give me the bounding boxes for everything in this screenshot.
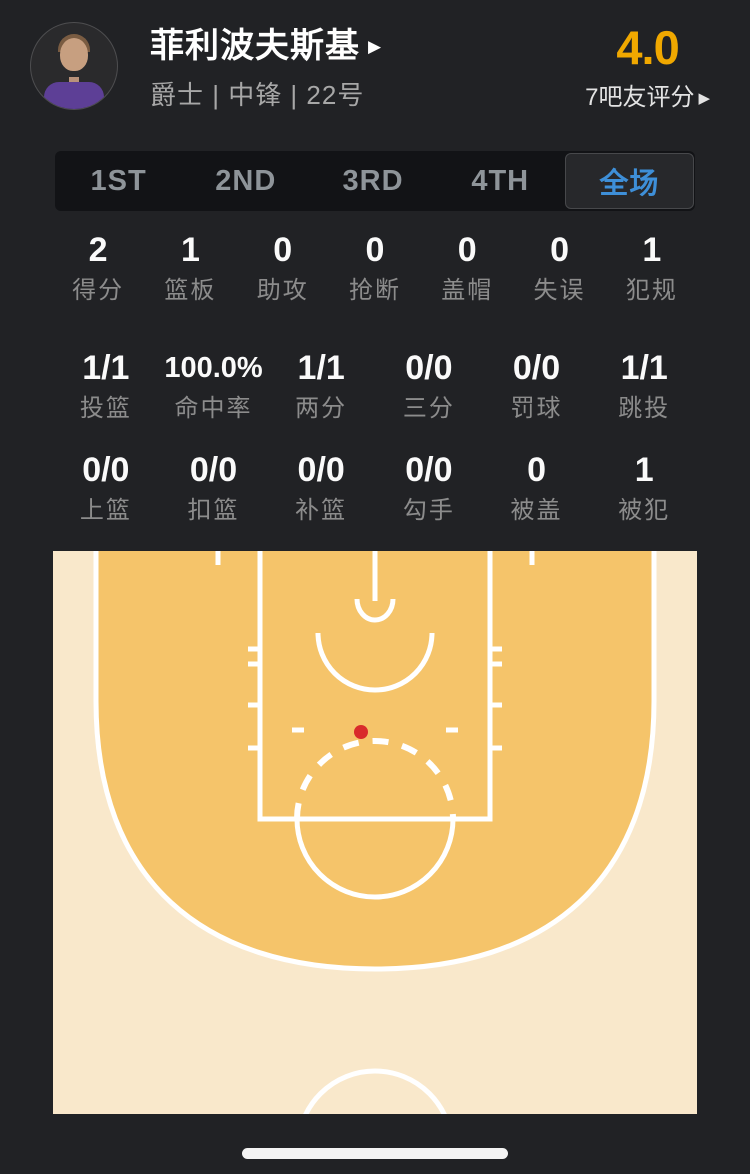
fan-rating-link[interactable]: 7吧友评分 ▶: [585, 84, 710, 112]
stats-row-shooting: 1/1 投篮 100.0% 命中率 1/1 两分 0/0 三分 0/0 罚球 1…: [0, 349, 750, 423]
home-indicator[interactable]: [242, 1148, 508, 1159]
three-point-line: [93, 551, 657, 972]
stat-value: 0/0: [297, 451, 345, 489]
quarter-tabbar: 1ST 2ND 3RD 4TH 全场: [55, 151, 695, 211]
stat-label: 扣篮: [187, 497, 240, 524]
stat-jump-shots: 1/1 跳投: [590, 349, 698, 423]
stat-two-pointers: 1/1 两分: [267, 349, 375, 423]
stat-value: 0/0: [405, 349, 453, 387]
stats-row-detail: 0/0 上篮 0/0 扣篮 0/0 补篮 0/0 勾手 0 被盖 1 被犯: [0, 451, 750, 525]
stat-label: 勾手: [402, 497, 455, 524]
fan-rating-caption: 7吧友评分: [585, 84, 695, 111]
stat-label: 篮板: [164, 277, 217, 304]
stat-value: 0: [527, 451, 546, 489]
stat-value: 0/0: [512, 349, 561, 387]
shot-marker: [354, 725, 368, 739]
stat-shots-blocked-against: 0 被盖: [483, 451, 591, 525]
stat-putbacks: 0/0 补篮: [267, 451, 375, 525]
stat-label: 命中率: [174, 395, 253, 422]
free-throw-circle-dashed: [294, 738, 456, 820]
stat-value: 1/1: [82, 349, 130, 387]
baseline-hash-marks: [215, 551, 535, 565]
stat-label: 两分: [295, 395, 348, 422]
stat-fg-pct: 100.0% 命中率: [160, 349, 268, 423]
stat-turnovers: 0 失误: [513, 231, 605, 305]
stat-value: 1: [642, 231, 662, 269]
stat-label: 得分: [72, 277, 125, 304]
free-throw-circle-solid: [294, 818, 456, 900]
rating-value: 4.0: [616, 21, 679, 74]
stat-label: 上篮: [79, 497, 132, 524]
stat-assists: 0 助攻: [237, 231, 329, 305]
chevron-right-icon: ▶: [368, 36, 382, 56]
stat-value: 1/1: [620, 349, 668, 387]
stat-label: 跳投: [618, 395, 671, 422]
player-avatar[interactable]: [30, 22, 118, 110]
stat-value: 0/0: [82, 451, 130, 489]
shot-chart: [53, 551, 697, 1114]
tab-full-game[interactable]: 全场: [564, 153, 695, 209]
stat-hook-shots: 0/0 勾手: [375, 451, 483, 525]
stat-label: 犯规: [625, 277, 678, 304]
stats-row-basic: 2 得分 1 篮板 0 助攻 0 抢断 0 盖帽 0 失误 1 犯规: [0, 231, 750, 305]
stat-value: 0: [273, 231, 293, 269]
stat-value: 1: [180, 231, 200, 269]
stat-points: 2 得分: [52, 231, 144, 305]
stat-steals: 0 抢断: [329, 231, 421, 305]
stat-value: 100.0%: [164, 352, 263, 384]
court-inside-arc-area: [96, 551, 654, 969]
stat-fouls-drawn: 1 被犯: [590, 451, 698, 525]
tab-quarter-3[interactable]: 3RD: [342, 164, 404, 197]
stat-value: 0/0: [405, 451, 453, 489]
stat-label: 抢断: [348, 277, 401, 304]
tab-quarter-2[interactable]: 2ND: [215, 164, 277, 197]
team-position-number: 爵士 | 中锋 | 22号: [150, 80, 365, 110]
avatar-neck: [69, 77, 79, 85]
player-name: 菲利波夫斯基: [150, 27, 360, 65]
player-header: 菲利波夫斯基 ▶ 爵士 | 中锋 | 22号 4.0 7吧友评分 ▶: [0, 0, 750, 112]
rating-block: 4.0 7吧友评分 ▶: [585, 22, 710, 112]
stat-label: 盖帽: [441, 277, 494, 304]
stat-blocks: 0 盖帽: [421, 231, 513, 305]
lane-lines: [257, 551, 493, 822]
tab-quarter-1[interactable]: 1ST: [90, 164, 147, 197]
stat-value: 2: [88, 231, 108, 269]
stat-label: 投篮: [79, 395, 132, 422]
stat-label: 三分: [402, 395, 455, 422]
stat-fg: 1/1 投篮: [52, 349, 160, 423]
stat-fouls: 1 犯规: [606, 231, 698, 305]
tab-quarter-4[interactable]: 4TH: [471, 164, 530, 197]
stat-value: 0: [457, 231, 477, 269]
stat-label: 罚球: [510, 395, 563, 422]
stat-dunks: 0/0 扣篮: [160, 451, 268, 525]
stat-label: 被盖: [510, 497, 563, 524]
stat-label: 补篮: [295, 497, 348, 524]
player-name-link[interactable]: 菲利波夫斯基 ▶: [150, 26, 381, 66]
lane-hash-marks: [248, 646, 502, 751]
player-name-block: 菲利波夫斯基 ▶ 爵士 | 中锋 | 22号: [150, 22, 381, 110]
stat-value: 0: [550, 231, 569, 269]
stat-label: 失误: [533, 277, 586, 304]
center-circle-arc: [303, 1068, 447, 1114]
chevron-right-icon: ▶: [698, 89, 710, 107]
stat-value: 0/0: [189, 451, 238, 489]
shot-chart-court: [53, 551, 697, 1114]
rim-arc: [354, 598, 396, 623]
stat-rebounds: 1 篮板: [144, 231, 236, 305]
restricted-area-arc: [315, 632, 435, 693]
stat-layups: 0/0 上篮: [52, 451, 160, 525]
stat-value: 1/1: [297, 349, 345, 387]
stat-value: 0: [365, 231, 385, 269]
stat-label: 助攻: [256, 277, 309, 304]
avatar-face: [60, 38, 88, 71]
stat-value: 1: [634, 451, 654, 489]
avatar-jersey: [44, 82, 104, 109]
stat-free-throws: 0/0 罚球: [483, 349, 591, 423]
stat-label: 被犯: [618, 497, 671, 524]
stat-three-pointers: 0/0 三分: [375, 349, 483, 423]
